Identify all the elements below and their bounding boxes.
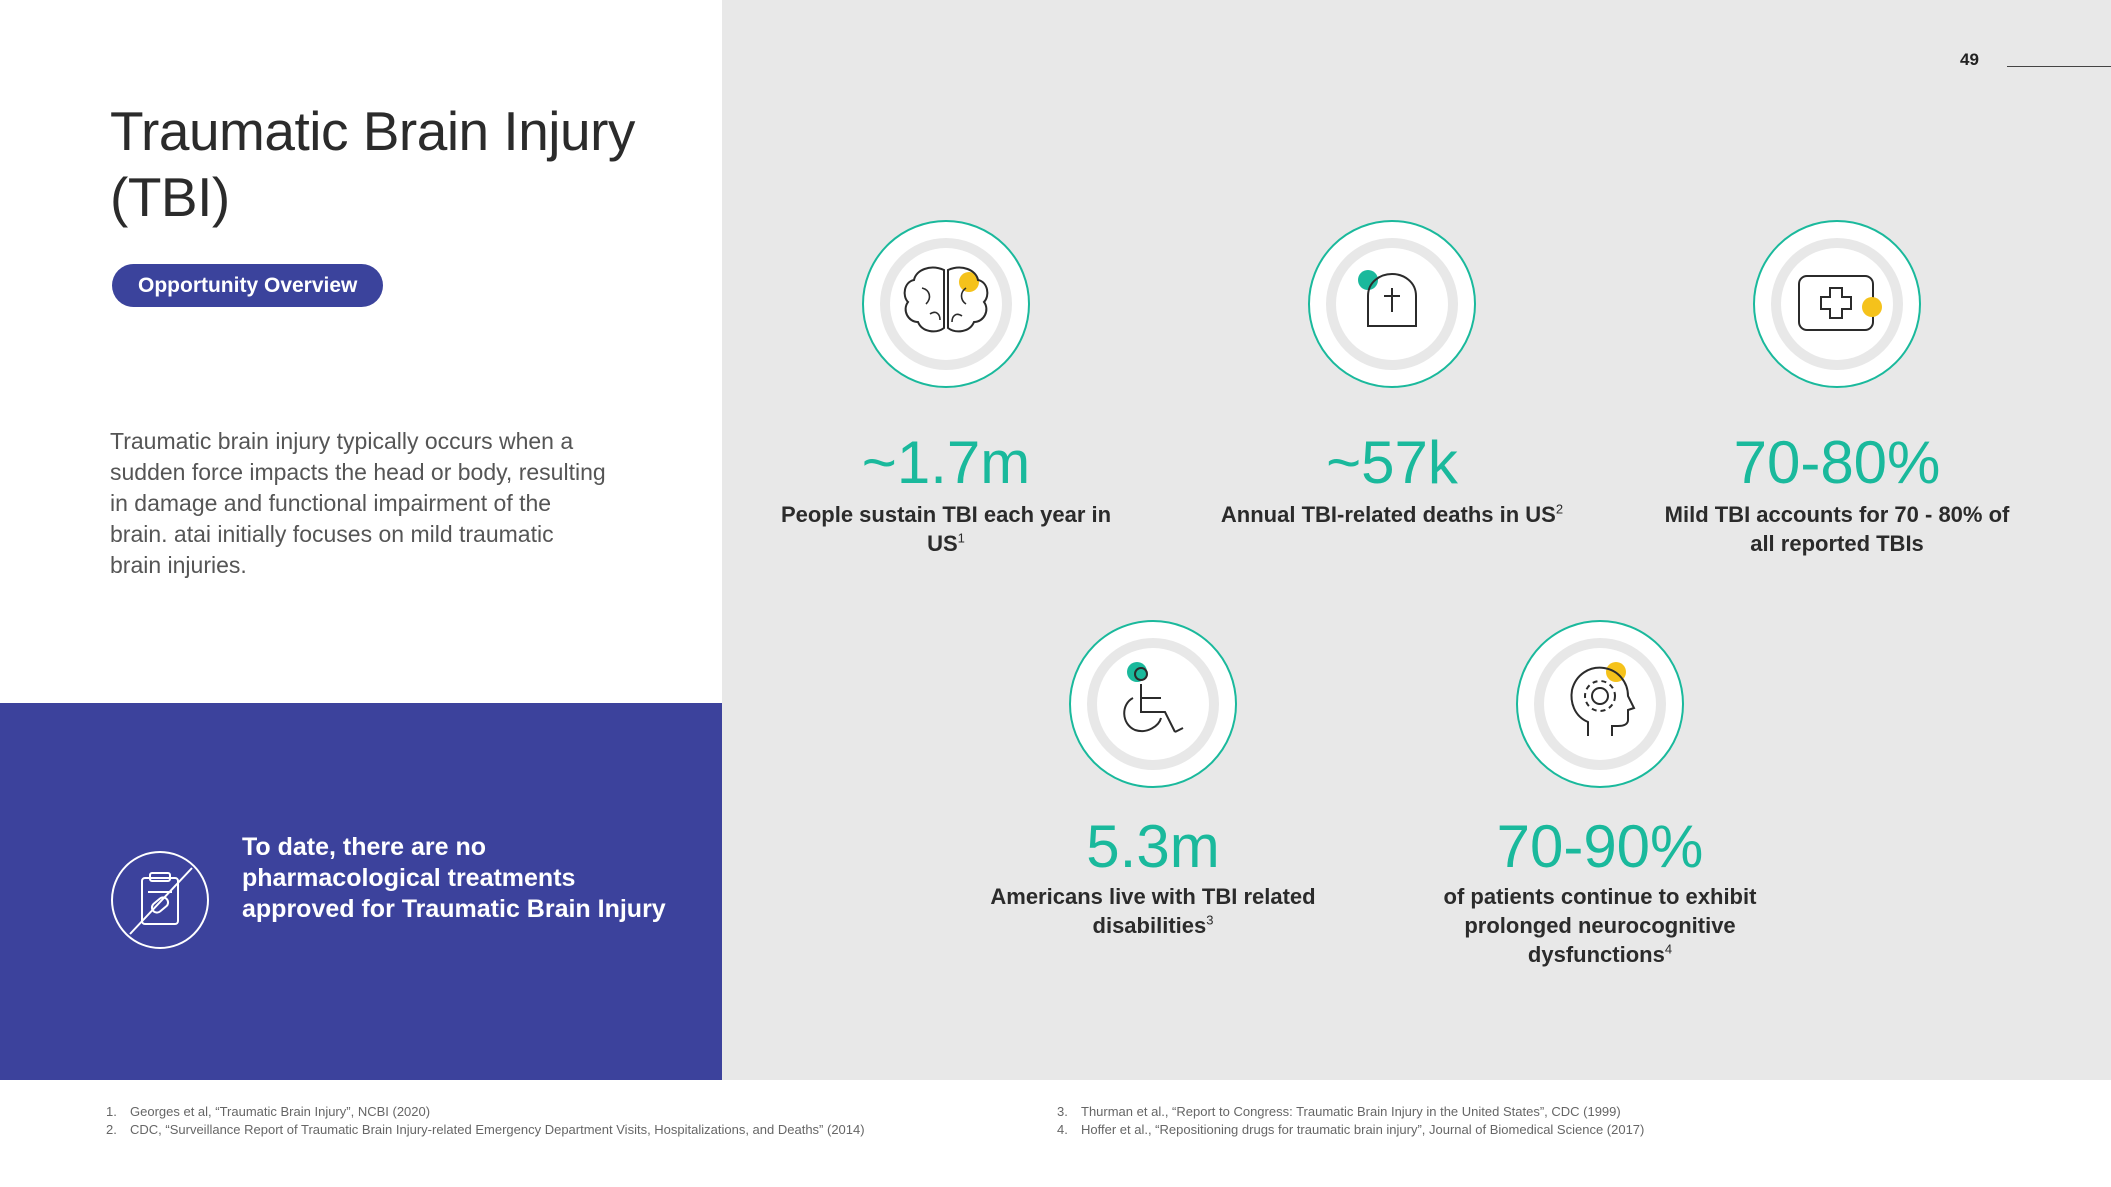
stat-value: 70-90% (1496, 813, 1704, 880)
footnote-1: 1. Georges et al, “Traumatic Brain Injury… (106, 1104, 431, 1119)
no-medication-icon (111, 851, 209, 949)
footnote-3: 3. Thurman et al., “Report to Congress: T… (1057, 1104, 1621, 1119)
description-text: Traumatic brain injury typically occurs … (110, 428, 606, 578)
first-aid-kit-icon (1753, 220, 1921, 388)
stat-label: Mild TBI accounts for 70 - 80% of all re… (1664, 502, 2010, 556)
page-number: 49 (1960, 50, 1979, 69)
callout-text: To date, there are no pharmacological tr… (242, 833, 666, 923)
tombstone-icon (1308, 220, 1476, 388)
footnotes-area (0, 1080, 2111, 1187)
page-number-rule (2007, 66, 2111, 67)
page-title: Traumatic Brain Injury (TBI) (110, 100, 635, 228)
stats-panel (722, 0, 2111, 1080)
stat-label: of patients continue to exhibit prolonge… (1443, 884, 1757, 967)
footnote-4: 4. Hoffer et al., “Repositioning drugs fo… (1057, 1122, 1645, 1137)
stat-value: 70-80% (1733, 429, 1941, 496)
stat-value: ~57k (1326, 429, 1458, 496)
callout-box (0, 703, 722, 1080)
stat-label: Annual TBI-related deaths in US2 (1220, 501, 1564, 527)
stat-value: 5.3m (1086, 813, 1220, 880)
opportunity-badge: Opportunity Overview (112, 264, 384, 307)
wheelchair-icon (1069, 620, 1237, 788)
brain-icon (862, 220, 1030, 388)
head-gear-icon (1516, 620, 1684, 788)
stat-label: Americans live with TBI related disabili… (990, 884, 1316, 938)
stat-value: ~1.7m (861, 429, 1031, 496)
footnote-2: 2. CDC, “Surveillance Report of Traumatic… (106, 1122, 865, 1137)
stat-label: People sustain TBI each year in US1 (780, 502, 1112, 556)
